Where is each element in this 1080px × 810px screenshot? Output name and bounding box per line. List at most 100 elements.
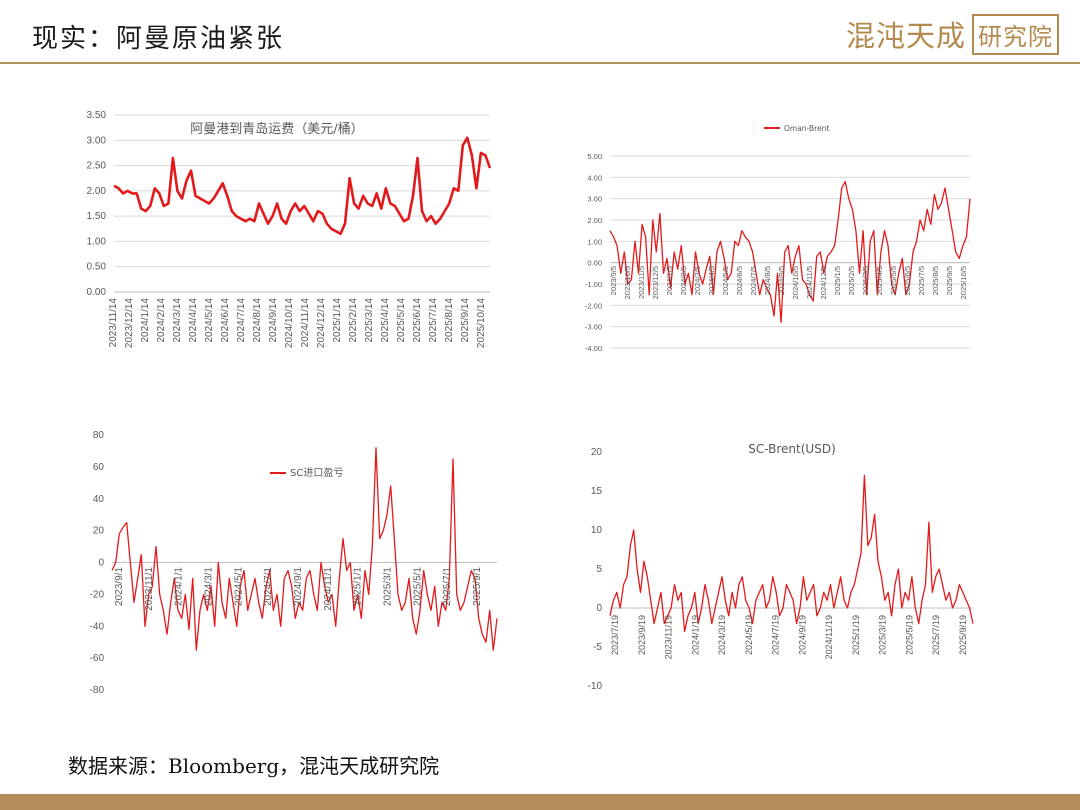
freight-y-tick-label: 2.00 <box>87 186 107 197</box>
freight-y-tick-label: 3.50 <box>87 110 107 121</box>
freight-x-tick-label: 2024/5/14 <box>204 298 215 343</box>
sc-brent-x-tick-label: 2025/1/19 <box>851 615 861 655</box>
oman-brent-x-tick-label: 2024/5/5 <box>721 266 730 295</box>
sc-import-y-tick-label: 40 <box>93 494 105 505</box>
freight-y-tick-label: 2.50 <box>87 161 107 172</box>
oman-brent-x-tick-label: 2025/10/5 <box>959 266 968 299</box>
freight-x-tick-label: 2025/5/14 <box>396 298 407 343</box>
oman-brent-y-tick-label: -3.00 <box>585 323 602 332</box>
freight-x-tick-label: 2025/1/14 <box>332 298 343 343</box>
freight-x-tick-label: 2024/9/14 <box>268 298 279 343</box>
freight-series-line <box>113 136 492 236</box>
freight-x-tick-label: 2024/1/14 <box>140 298 151 343</box>
sc-brent-x-tick-label: 2024/3/19 <box>717 615 727 655</box>
oman-brent-x-tick-label: 2025/3/5 <box>861 266 870 295</box>
sc-import-x-tick-label: 2023/11/1 <box>144 567 155 611</box>
sc-import-x-tick-label: 2025/3/1 <box>383 567 394 606</box>
oman-brent-y-tick-label: 3.00 <box>587 195 602 204</box>
oman-brent-x-tick-label: 2024/3/5 <box>693 266 702 295</box>
sc-import-x-tick-label: 2024/1/1 <box>174 567 185 606</box>
oman-brent-legend-label: Oman-Brent <box>784 124 829 133</box>
oman-brent-y-tick-label: -1.00 <box>585 280 602 289</box>
sc-import-chart: 80 60 40 20 0 -20 -40 -60 -80 SC进口盈亏 2023/9/1 2023/… <box>72 425 512 700</box>
oman-brent-x-tick-label: 2024/1/5 <box>665 266 674 295</box>
sc-import-y-tick-label: 60 <box>93 462 105 473</box>
freight-x-tick-label: 2024/4/14 <box>188 298 199 343</box>
sc-brent-svg: 20 15 10 5 0 -5 -10 SC-Brent(USD) 2023/7/19 2023/… <box>588 442 974 692</box>
sc-import-x-tick-label: 2024/9/1 <box>293 567 304 606</box>
sc-import-y-tick-label: 80 <box>93 430 105 441</box>
oman-brent-x-tick-label: 2025/6/5 <box>903 266 912 295</box>
sc-brent-y-tick-label: 20 <box>591 447 603 458</box>
sc-import-legend-label: SC进口盈亏 <box>290 467 343 479</box>
oman-brent-x-tick-label: 2024/2/5 <box>679 266 688 295</box>
freight-x-tick-label: 2025/7/14 <box>428 298 439 343</box>
freight-x-tick-label: 2025/4/14 <box>380 298 391 343</box>
sc-brent-y-tick-label: 15 <box>591 486 603 497</box>
sc-import-y-tick-label: 0 <box>98 558 104 569</box>
freight-x-tick-label: 2025/6/14 <box>412 298 423 343</box>
logo-text: 混沌天成 <box>846 19 967 53</box>
freight-x-tick-label: 2024/2/14 <box>156 298 167 343</box>
freight-y-tick-label: 1.00 <box>87 236 107 247</box>
freight-svg: 3.50 3.00 2.50 2.00 1.50 1.00 0.50 0.00 阿曼港到青岛运费… <box>87 110 492 348</box>
oman-brent-x-tick-label: 2023/11/5 <box>637 266 646 299</box>
sc-import-y-tick-label: -60 <box>90 653 105 664</box>
sc-brent-y-tick-label: -5 <box>593 642 602 653</box>
sc-brent-y-tick-label: 10 <box>591 525 603 536</box>
freight-x-tick-label: 2024/8/14 <box>252 298 263 343</box>
sc-import-x-tick-label: 2024/3/1 <box>204 567 215 606</box>
freight-x-tick-label: 2025/9/14 <box>460 298 471 343</box>
sc-import-x-tick-label: 2025/9/1 <box>472 567 483 606</box>
oman-brent-y-tick-label: -4.00 <box>585 344 602 353</box>
sc-brent-x-tick-label: 2025/3/19 <box>878 615 888 655</box>
oman-brent-x-tick-label: 2024/6/5 <box>735 266 744 295</box>
sc-brent-x-tick-label: 2025/5/19 <box>904 615 914 655</box>
sc-import-x-tick-label: 2024/11/1 <box>323 567 334 611</box>
oman-brent-x-tick-label: 2024/10/5 <box>791 266 800 299</box>
freight-y-tick-label: 0.50 <box>87 262 107 273</box>
sc-import-series-line <box>111 447 498 651</box>
oman-brent-x-tick-label: 2025/4/5 <box>875 266 884 295</box>
sc-brent-y-tick-label: -10 <box>588 681 603 692</box>
oman-brent-x-tick-label: 2025/7/5 <box>917 266 926 295</box>
logo-box-text: 研究院 <box>972 13 1060 55</box>
sc-brent-x-tick-label: 2024/5/19 <box>744 615 754 655</box>
oman-brent-x-tick-label: 2025/2/5 <box>847 266 856 295</box>
oman-brent-x-tick-label: 2024/8/5 <box>763 266 772 295</box>
sc-brent-x-tick-label: 2024/7/19 <box>771 615 781 655</box>
footer-band <box>0 794 1080 810</box>
sc-import-y-tick-label: -20 <box>90 589 105 600</box>
freight-y-tick-label: 0.00 <box>87 287 107 298</box>
freight-x-tick-label: 2024/6/14 <box>220 298 231 343</box>
oman-brent-y-tick-label: -2.00 <box>585 301 602 310</box>
sc-brent-x-tick-label: 2025/7/19 <box>931 615 941 655</box>
freight-x-tick-label: 2025/2/14 <box>348 298 359 343</box>
oman-brent-x-tick-label: 2025/9/5 <box>945 266 954 295</box>
oman-brent-y-tick-label: 4.00 <box>587 173 602 182</box>
freight-chart: 3.50 3.00 2.50 2.00 1.50 1.00 0.50 0.00 阿曼港到青岛运费… <box>72 100 512 360</box>
sc-import-x-tick-label: 2024/7/1 <box>263 567 274 606</box>
sc-brent-chart: 20 15 10 5 0 -5 -10 SC-Brent(USD) 2023/7/19 2023/… <box>578 435 988 700</box>
freight-title: 阿曼港到青岛运费（美元/桶） <box>190 121 363 137</box>
sc-brent-y-tick-label: 5 <box>596 564 602 575</box>
oman-brent-x-tick-label: 2025/8/5 <box>931 266 940 295</box>
freight-x-tick-label: 2023/12/14 <box>124 298 135 348</box>
company-logo: 混沌天成 研究院 <box>846 13 1060 55</box>
sc-brent-x-tick-label: 2024/1/19 <box>690 615 700 655</box>
freight-x-tick-label: 2025/8/14 <box>444 298 455 343</box>
freight-x-tick-label: 2024/7/14 <box>236 298 247 343</box>
sc-brent-series-line <box>609 474 974 633</box>
oman-brent-x-tick-label: 2025/5/5 <box>889 266 898 295</box>
freight-x-tick-label: 2024/10/14 <box>284 298 295 348</box>
sc-brent-x-tick-label: 2023/11/19 <box>664 615 674 659</box>
sc-import-svg: 80 60 40 20 0 -20 -40 -60 -80 SC进口盈亏 2023/9/1 2023/… <box>90 430 498 696</box>
sc-brent-x-tick-label: 2024/9/19 <box>797 615 807 655</box>
sc-import-y-tick-label: -80 <box>90 685 105 696</box>
oman-brent-y-tick-label: 5.00 <box>587 152 602 161</box>
sc-brent-title: SC-Brent(USD) <box>748 442 836 456</box>
oman-brent-x-tick-label: 2023/10/5 <box>623 266 632 299</box>
sc-brent-y-tick-label: 0 <box>596 603 602 614</box>
freight-y-tick-label: 3.00 <box>87 135 107 146</box>
sc-brent-x-tick-label: 2023/7/19 <box>610 615 620 655</box>
